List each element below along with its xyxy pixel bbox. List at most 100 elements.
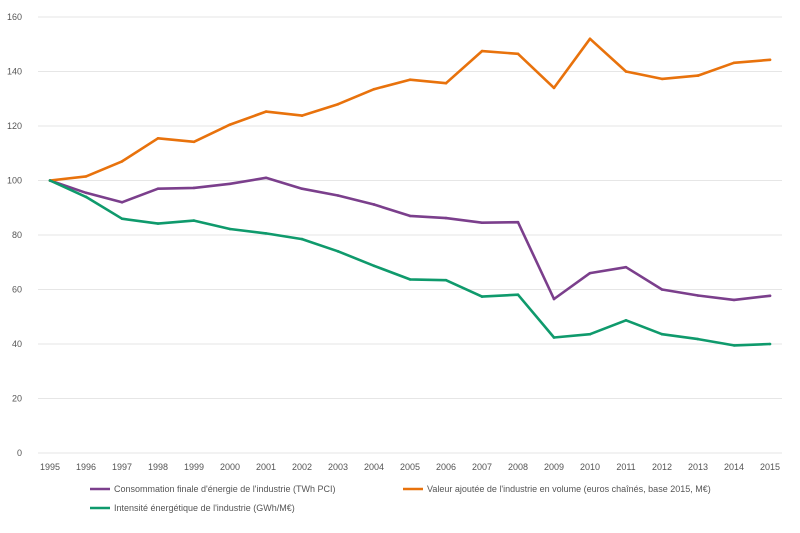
- data-point: [516, 293, 520, 296]
- y-tick-label: 160: [7, 12, 22, 22]
- x-tick-label: 1999: [184, 462, 204, 472]
- x-tick-label: 2014: [724, 462, 744, 472]
- data-point: [336, 102, 340, 106]
- y-tick-label: 100: [7, 176, 22, 186]
- y-tick-label: 0: [17, 448, 22, 458]
- data-point: [552, 86, 556, 90]
- data-point: [192, 219, 196, 222]
- y-tick-label: 20: [12, 394, 22, 404]
- x-tick-label: 2004: [364, 462, 384, 472]
- data-point: [480, 49, 484, 53]
- x-tick-label: 2000: [220, 462, 240, 472]
- data-point: [336, 194, 340, 197]
- data-point: [444, 216, 448, 220]
- data-point: [300, 237, 304, 241]
- x-tick-label: 2012: [652, 462, 672, 472]
- data-point: [732, 298, 736, 302]
- data-point: [624, 265, 628, 269]
- data-point: [336, 250, 340, 253]
- data-point: [264, 110, 268, 113]
- data-point: [624, 318, 628, 322]
- x-tick-label: 2002: [292, 462, 312, 472]
- gridlines: [38, 16, 782, 454]
- x-tick-label: 2011: [616, 462, 635, 472]
- data-point: [732, 61, 736, 65]
- data-point: [624, 70, 628, 73]
- data-point: [372, 87, 376, 91]
- legend-label: Valeur ajoutée de l'industrie en volume …: [427, 484, 711, 494]
- legend: Consommation finale d'énergie de l'indus…: [90, 484, 711, 513]
- data-point: [588, 37, 592, 41]
- data-point: [696, 74, 700, 77]
- data-point: [300, 187, 304, 190]
- data-point: [660, 288, 664, 291]
- data-point: [228, 123, 232, 126]
- data-point: [660, 77, 664, 81]
- data-point: [84, 195, 88, 199]
- data-point: [372, 264, 376, 268]
- data-point: [408, 78, 412, 81]
- x-tick-label: 2010: [580, 462, 600, 472]
- data-point: [696, 294, 700, 297]
- y-tick-label: 60: [12, 285, 22, 295]
- y-tick-label: 40: [12, 339, 22, 349]
- legend-label: Consommation finale d'énergie de l'indus…: [114, 484, 336, 494]
- data-point: [480, 295, 484, 298]
- data-point: [264, 232, 268, 235]
- data-point: [768, 342, 772, 346]
- y-tick-label: 80: [12, 230, 22, 240]
- data-point: [516, 220, 520, 224]
- data-point: [444, 81, 448, 85]
- data-point: [84, 175, 88, 178]
- data-point: [516, 52, 520, 56]
- data-point: [228, 227, 232, 231]
- x-axis-ticks: 1995 1996 1997 1998 1999 2000 2001 2002 2003 2004…: [40, 462, 780, 472]
- data-point: [552, 336, 556, 339]
- data-point: [480, 221, 484, 225]
- data-point: [48, 179, 52, 182]
- series-line-1: [48, 176, 772, 302]
- series-line-3: [48, 179, 772, 347]
- y-tick-label: 120: [7, 121, 22, 131]
- series-lines: [48, 37, 772, 347]
- y-axis-ticks: 0 20 40 60 80 100 120 140 160: [7, 12, 22, 458]
- data-point: [120, 201, 124, 204]
- x-tick-label: 2008: [508, 462, 528, 472]
- data-point: [156, 136, 160, 140]
- x-tick-label: 2013: [688, 462, 708, 472]
- data-point: [552, 297, 556, 301]
- data-point: [84, 191, 88, 195]
- x-tick-label: 2009: [544, 462, 564, 472]
- data-point: [300, 114, 304, 117]
- data-point: [660, 332, 664, 336]
- data-point: [588, 332, 592, 336]
- x-tick-label: 1995: [40, 462, 60, 472]
- x-tick-label: 1996: [76, 462, 96, 472]
- x-tick-label: 2003: [328, 462, 348, 472]
- data-point: [372, 203, 376, 206]
- data-point: [408, 214, 412, 218]
- x-tick-label: 1997: [112, 462, 132, 472]
- data-point: [120, 217, 124, 220]
- data-point: [192, 140, 196, 144]
- x-tick-label: 2005: [400, 462, 420, 472]
- data-point: [228, 182, 232, 186]
- data-point: [732, 344, 736, 347]
- data-point: [768, 58, 772, 62]
- data-point: [696, 337, 700, 341]
- y-tick-label: 140: [7, 67, 22, 77]
- data-point: [192, 186, 196, 190]
- x-tick-label: 2006: [436, 462, 456, 472]
- data-point: [264, 176, 268, 180]
- legend-label: Intensité énergétique de l'industrie (GW…: [114, 503, 295, 513]
- x-tick-label: 2001: [256, 462, 276, 472]
- data-point: [120, 160, 124, 163]
- data-point: [408, 278, 412, 281]
- series-line-2: [48, 37, 772, 182]
- data-point: [768, 294, 772, 298]
- x-tick-label: 2015: [760, 462, 780, 472]
- data-point: [156, 222, 160, 225]
- data-point: [444, 278, 448, 282]
- data-point: [588, 271, 592, 275]
